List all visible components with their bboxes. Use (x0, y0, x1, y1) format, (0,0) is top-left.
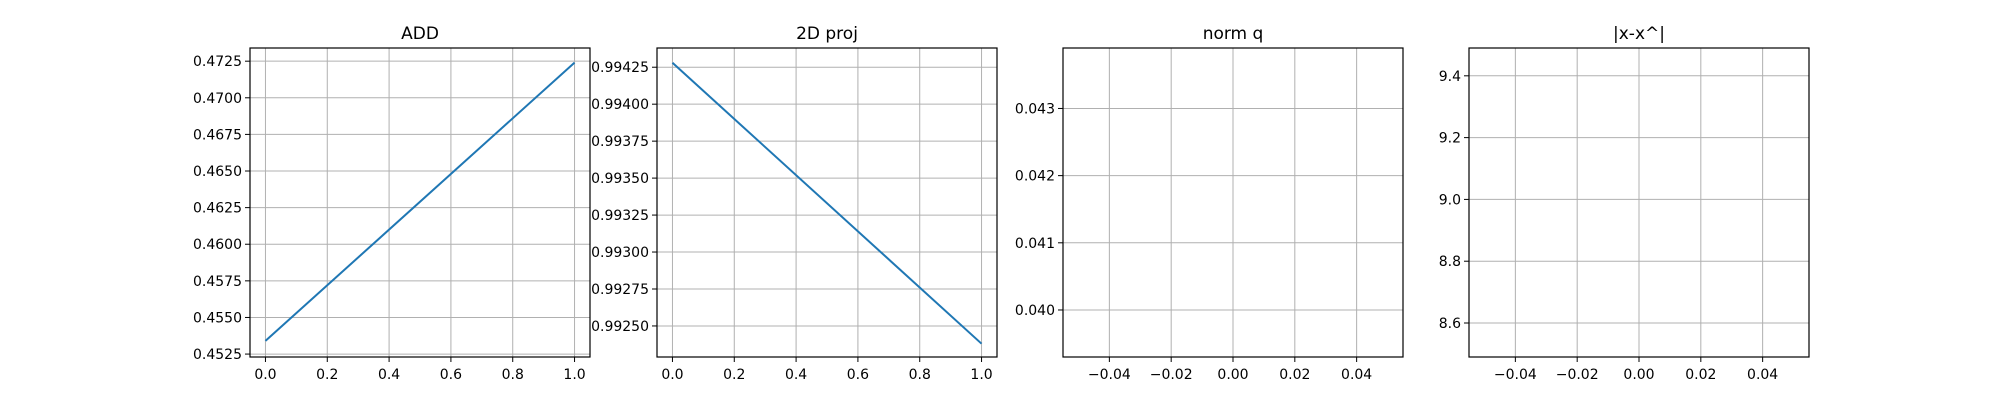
chart-panel-2: 0.0 0.2 0.4 0.6 0.8 1.0 0.99250 0.99275 0.99300 0… (591, 24, 998, 383)
series-line (264, 61, 576, 342)
y-tick-label: 0.4550 (193, 310, 242, 326)
x-tick-label: 0.2 (723, 367, 745, 383)
y-tick-label: 0.040 (1015, 303, 1055, 319)
y-tick-label: 9.4 (1439, 69, 1461, 85)
y-tick-label: 9.2 (1439, 131, 1461, 147)
x-tick-label: 0.02 (1279, 367, 1310, 383)
axes-frame (249, 47, 591, 358)
x-tick-label: 0.04 (1747, 367, 1778, 383)
x-tick-label: 0.04 (1341, 367, 1372, 383)
x-tick-label: −0.02 (1556, 367, 1599, 383)
x-tick-label: 0.6 (847, 367, 869, 383)
axes-frame (656, 47, 998, 358)
series-line (671, 62, 983, 345)
y-tick-label: 0.4675 (193, 127, 242, 143)
x-tick-label: 1.0 (970, 367, 992, 383)
y-tick-label: 0.99300 (591, 245, 649, 261)
y-tick-label: 0.042 (1015, 169, 1055, 185)
chart-panel-1: 0.0 0.2 0.4 0.6 0.8 1.0 0.4525 0.4550 0.4575 0.46… (193, 24, 591, 383)
x-tick-label: 0.8 (909, 367, 931, 383)
y-tick-label: 0.99375 (591, 134, 649, 150)
y-tick-label: 8.8 (1439, 254, 1461, 270)
x-tick-label: 0.00 (1217, 367, 1248, 383)
x-tick-label: 0.6 (440, 367, 462, 383)
chart-title: 2D proj (796, 24, 858, 44)
chart-panel-4: −0.04 −0.02 0.00 0.02 0.04 8.6 8.8 9.0 9.2 9.4 |x-… (1439, 24, 1810, 383)
y-tick-label: 0.4725 (193, 54, 242, 70)
y-tick-label: 0.4700 (193, 91, 242, 107)
y-tick-label: 0.4650 (193, 164, 242, 180)
y-tick-label: 0.99350 (591, 171, 649, 187)
x-tick-label: 0.00 (1623, 367, 1654, 383)
x-tick-label: 0.8 (502, 367, 524, 383)
x-tick-label: −0.04 (1088, 367, 1131, 383)
x-tick-label: 0.4 (378, 367, 400, 383)
x-tick-label: −0.02 (1150, 367, 1193, 383)
x-tick-label: −0.04 (1494, 367, 1537, 383)
x-tick-label: 0.4 (785, 367, 807, 383)
chart-title: norm q (1203, 24, 1264, 44)
chart-title: ADD (401, 24, 439, 44)
y-tick-label: 0.99325 (591, 208, 649, 224)
y-tick-label: 0.4600 (193, 237, 242, 253)
y-tick-label: 0.4625 (193, 201, 242, 217)
y-tick-label: 0.4525 (193, 347, 242, 363)
x-tick-label: 1.0 (563, 367, 585, 383)
chart-panel-3: −0.04 −0.02 0.00 0.02 0.04 0.040 0.041 0.042 0.0… (1015, 24, 1404, 383)
y-tick-label: 0.99250 (591, 319, 649, 335)
y-tick-label: 9.0 (1439, 192, 1461, 208)
chart-title: |x-x^| (1613, 24, 1665, 44)
y-tick-label: 0.99275 (591, 282, 649, 298)
y-tick-label: 0.043 (1015, 101, 1055, 117)
y-tick-label: 0.041 (1015, 236, 1055, 252)
x-tick-label: 0.0 (661, 367, 683, 383)
x-tick-label: 0.0 (254, 367, 276, 383)
y-tick-label: 0.4575 (193, 274, 242, 290)
y-tick-label: 0.99400 (591, 97, 649, 113)
y-tick-label: 0.99425 (591, 60, 649, 76)
x-tick-label: 0.02 (1685, 367, 1716, 383)
y-tick-label: 8.6 (1439, 316, 1461, 332)
x-tick-label: 0.2 (316, 367, 338, 383)
